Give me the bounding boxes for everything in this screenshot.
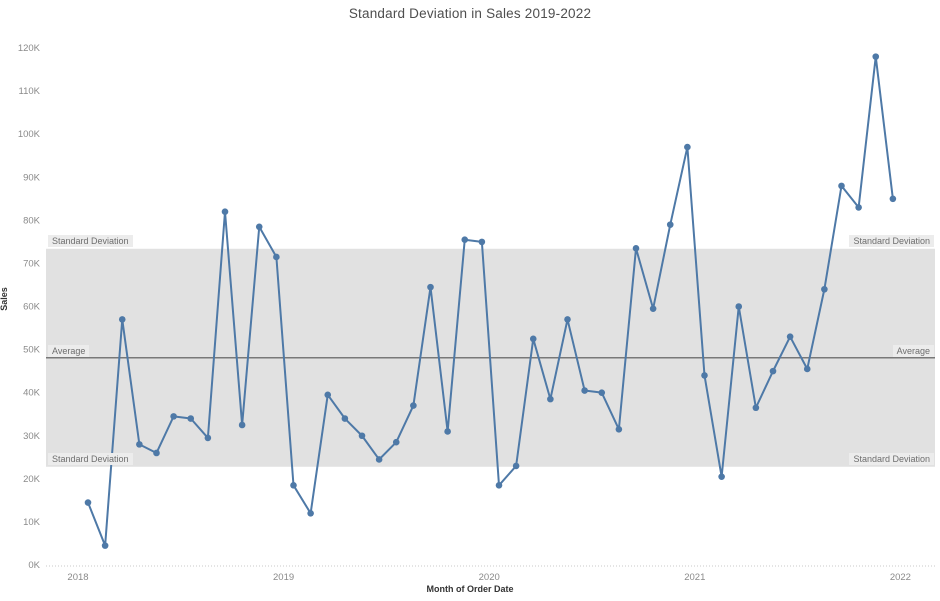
- data-point-jul-2018[interactable]: [187, 415, 195, 422]
- average-label-right: Average: [892, 345, 934, 357]
- x-tick-label: 2018: [67, 572, 88, 583]
- data-point-jun-2021[interactable]: [786, 333, 794, 340]
- y-tick-label: 20K: [23, 474, 41, 485]
- data-point-mar-2019[interactable]: [324, 391, 332, 399]
- data-point-sep-2020[interactable]: [632, 245, 640, 252]
- sales-line: [87, 55, 894, 547]
- y-tick-label: 110K: [19, 86, 41, 97]
- data-point-nov-2018[interactable]: [255, 223, 263, 231]
- data-point-oct-2020[interactable]: [649, 305, 657, 312]
- y-tick-label: 90K: [23, 172, 41, 183]
- data-point-aug-2021[interactable]: [821, 285, 828, 293]
- std-dev-label-top-right: Standard Deviation: [849, 235, 934, 247]
- y-tick-label: 50K: [23, 345, 41, 356]
- x-axis-title: Month of Order Date: [426, 584, 514, 594]
- data-point-may-2020[interactable]: [564, 316, 571, 323]
- data-point-jan-2021[interactable]: [701, 372, 708, 379]
- data-point-dec-2018[interactable]: [273, 253, 280, 261]
- y-tick-label: 10K: [23, 517, 41, 528]
- data-point-jul-2019[interactable]: [392, 438, 400, 446]
- data-point-jun-2019[interactable]: [375, 456, 383, 463]
- x-tick-label: 2021: [684, 572, 705, 583]
- x-tick-label: 2022: [890, 572, 911, 583]
- data-point-mar-2021[interactable]: [735, 303, 743, 310]
- average-label-left: Average: [48, 345, 90, 357]
- data-point-sep-2021[interactable]: [838, 182, 845, 190]
- data-point-sep-2019[interactable]: [427, 283, 434, 291]
- data-point-feb-2018[interactable]: [101, 542, 109, 549]
- data-point-oct-2019[interactable]: [444, 428, 451, 435]
- std-dev-label-top-left: Standard Deviation: [48, 235, 133, 247]
- data-point-jun-2018[interactable]: [170, 413, 177, 420]
- data-point-dec-2019[interactable]: [478, 238, 486, 246]
- data-point-jul-2020[interactable]: [598, 389, 606, 396]
- data-point-aug-2019[interactable]: [410, 402, 417, 409]
- data-point-apr-2019[interactable]: [341, 415, 349, 422]
- data-point-feb-2019[interactable]: [307, 510, 314, 517]
- std-dev-label-bottom-left: Standard Deviation: [48, 453, 133, 465]
- data-point-apr-2021[interactable]: [752, 404, 760, 412]
- data-point-jan-2018[interactable]: [84, 499, 92, 506]
- data-point-jun-2020[interactable]: [581, 387, 588, 394]
- data-point-oct-2018[interactable]: [238, 421, 246, 429]
- data-point-feb-2021[interactable]: [718, 473, 725, 480]
- data-point-jan-2020[interactable]: [495, 481, 503, 489]
- y-tick-label: 80K: [23, 215, 41, 226]
- data-point-mar-2020[interactable]: [529, 335, 537, 343]
- data-point-feb-2020[interactable]: [512, 462, 520, 470]
- data-point-may-2018[interactable]: [153, 449, 160, 457]
- x-tick-label: 2020: [479, 572, 500, 583]
- std-dev-label-bottom-right: Standard Deviation: [849, 453, 934, 465]
- data-point-dec-2021[interactable]: [889, 195, 897, 203]
- data-point-dec-2020[interactable]: [684, 143, 691, 151]
- data-point-aug-2020[interactable]: [615, 425, 623, 433]
- data-point-nov-2021[interactable]: [872, 53, 880, 60]
- y-tick-label: 100K: [18, 129, 41, 140]
- data-point-oct-2021[interactable]: [855, 204, 862, 211]
- data-point-aug-2018[interactable]: [204, 434, 212, 442]
- data-point-jul-2021[interactable]: [803, 365, 811, 373]
- data-point-may-2021[interactable]: [769, 367, 777, 375]
- data-point-jan-2019[interactable]: [290, 481, 297, 489]
- data-point-apr-2018[interactable]: [136, 441, 143, 448]
- x-tick-label: 2019: [273, 572, 294, 583]
- data-point-sep-2018[interactable]: [221, 208, 229, 216]
- y-tick-label: 0K: [28, 560, 40, 571]
- y-tick-label: 120K: [18, 43, 41, 54]
- data-point-may-2019[interactable]: [358, 432, 366, 440]
- chart-title: Standard Deviation in Sales 2019-2022: [348, 6, 592, 21]
- data-point-mar-2018[interactable]: [118, 316, 126, 323]
- data-point-nov-2019[interactable]: [461, 236, 469, 244]
- y-tick-label: 40K: [23, 388, 41, 399]
- y-tick-label: 30K: [23, 431, 41, 442]
- y-tick-label: 70K: [23, 258, 41, 269]
- y-tick-label: 60K: [23, 302, 41, 313]
- data-point-apr-2020[interactable]: [547, 395, 554, 403]
- data-point-nov-2020[interactable]: [666, 221, 674, 228]
